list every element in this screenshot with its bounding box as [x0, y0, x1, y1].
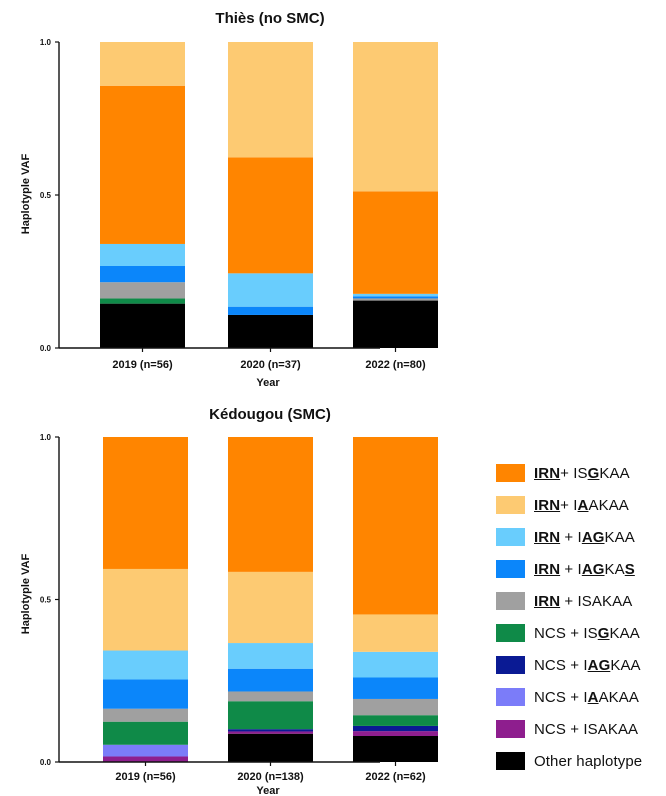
legend-swatch	[496, 560, 525, 578]
bar-segment	[353, 725, 438, 732]
legend-item: IRN + IAGKAA	[496, 521, 666, 553]
bar-segment	[353, 698, 438, 716]
bar-segment	[353, 715, 438, 726]
bar-segment	[353, 293, 438, 297]
y-tick-label: 1.0	[40, 38, 52, 47]
bar-segment	[228, 306, 313, 315]
legend-item: NCS + IAAKAA	[496, 681, 666, 713]
legend-swatch	[496, 752, 525, 770]
legend-item: IRN+ ISGKAA	[496, 457, 666, 489]
bar-segment	[100, 298, 185, 304]
bar-segment	[353, 298, 438, 301]
bar-segment	[100, 303, 185, 348]
bar-segment	[103, 568, 188, 651]
x-axis-label: Year	[256, 785, 280, 796]
bar-segment	[228, 733, 313, 762]
y-axis-label: Haplotyple VAF	[20, 153, 32, 234]
legend-item: IRN + ISAKAA	[496, 585, 666, 617]
bar-segment	[228, 157, 313, 274]
bar-segment	[103, 650, 188, 680]
legend-label: IRN + IAGKAA	[534, 528, 635, 546]
bar-segment	[353, 614, 438, 652]
bar-segment	[228, 701, 313, 730]
bar-segment	[103, 437, 188, 569]
bar-segment	[228, 42, 313, 158]
legend-swatch	[496, 688, 525, 706]
chart-thies: Thiès (no SMC) Haplotyple VAF Year 2019 …	[20, 10, 438, 389]
legend-label: Other haplotype	[534, 752, 643, 770]
legend-item: IRN + IAGKAS	[496, 553, 666, 585]
x-tick-label: 2020 (n=138)	[237, 771, 304, 783]
y-tick-label: 0.0	[40, 758, 52, 767]
bar-segment	[353, 677, 438, 699]
legend-label: IRN + ISAKAA	[534, 592, 633, 610]
y-tick-label: 0.5	[40, 596, 52, 605]
y-tick-label: 0.5	[40, 191, 52, 200]
bar-segment	[228, 731, 313, 734]
bar-segment	[353, 736, 438, 762]
bar-segment	[103, 708, 188, 722]
bar-segment	[228, 691, 313, 702]
bar-segment	[103, 721, 188, 745]
legend-item: NCS + ISGKAA	[496, 617, 666, 649]
chart-title: Kédougou (SMC)	[209, 406, 331, 423]
legend-item: NCS + ISAKAA	[496, 713, 666, 745]
x-tick-label: 2022 (n=80)	[365, 359, 426, 371]
legend-label: IRN + IAGKAS	[534, 560, 635, 578]
bar-segment	[100, 282, 185, 299]
legend-label: NCS + IAAKAA	[534, 688, 639, 706]
bar-segment	[228, 668, 313, 692]
y-tick-label: 0.0	[40, 344, 52, 353]
legend-item: Other haplotype	[496, 745, 666, 777]
legend-swatch	[496, 656, 525, 674]
bar-segment	[103, 744, 188, 757]
bar-segment	[100, 42, 185, 86]
bar-segment	[228, 643, 313, 669]
bar-segment	[353, 651, 438, 678]
bar-segment	[353, 42, 438, 192]
bar-segment	[228, 314, 313, 348]
bar-segment	[228, 273, 313, 307]
bar-segment	[353, 437, 438, 615]
legend-label: IRN+ IAAKAA	[534, 496, 629, 514]
legend-swatch	[496, 464, 525, 482]
bar-segment	[353, 300, 438, 348]
bar-segment	[103, 679, 188, 709]
legend-item: NCS + IAGKAA	[496, 649, 666, 681]
legend-swatch	[496, 496, 525, 514]
bar-segment	[228, 571, 313, 644]
legend-label: IRN+ ISGKAA	[534, 464, 630, 482]
legend-label: NCS + IAGKAA	[534, 656, 641, 674]
chart-kedougou: Kédougou (SMC) Haplotyple VAF Year 2019 …	[20, 406, 438, 796]
legend-swatch	[496, 624, 525, 642]
y-tick-label: 1.0	[40, 433, 52, 442]
legend-swatch	[496, 592, 525, 610]
bar-segment	[228, 437, 313, 572]
bar-segment	[353, 191, 438, 294]
bar-segment	[100, 85, 185, 244]
bar-segment	[100, 265, 185, 283]
legend-label: NCS + ISGKAA	[534, 624, 640, 642]
legend-item: IRN+ IAAKAA	[496, 489, 666, 521]
legend-swatch	[496, 528, 525, 546]
x-tick-label: 2019 (n=56)	[112, 359, 173, 371]
legend-swatch	[496, 720, 525, 738]
legend-label: NCS + ISAKAA	[534, 720, 639, 738]
y-axis-label: Haplotyple VAF	[20, 553, 32, 634]
chart-title: Thiès (no SMC)	[215, 10, 324, 27]
bar-segment	[228, 729, 313, 732]
x-tick-label: 2020 (n=37)	[240, 359, 301, 371]
legend: IRN+ ISGKAA IRN+ IAAKAA IRN + IAGKAA IRN + …	[496, 457, 666, 777]
bar-segment	[353, 731, 438, 736]
x-tick-label: 2019 (n=56)	[115, 771, 176, 783]
bar-segment	[100, 243, 185, 266]
bar-segment	[353, 296, 438, 299]
x-axis-label: Year	[256, 377, 280, 389]
x-tick-label: 2022 (n=62)	[365, 771, 426, 783]
bar-segment	[103, 756, 188, 762]
